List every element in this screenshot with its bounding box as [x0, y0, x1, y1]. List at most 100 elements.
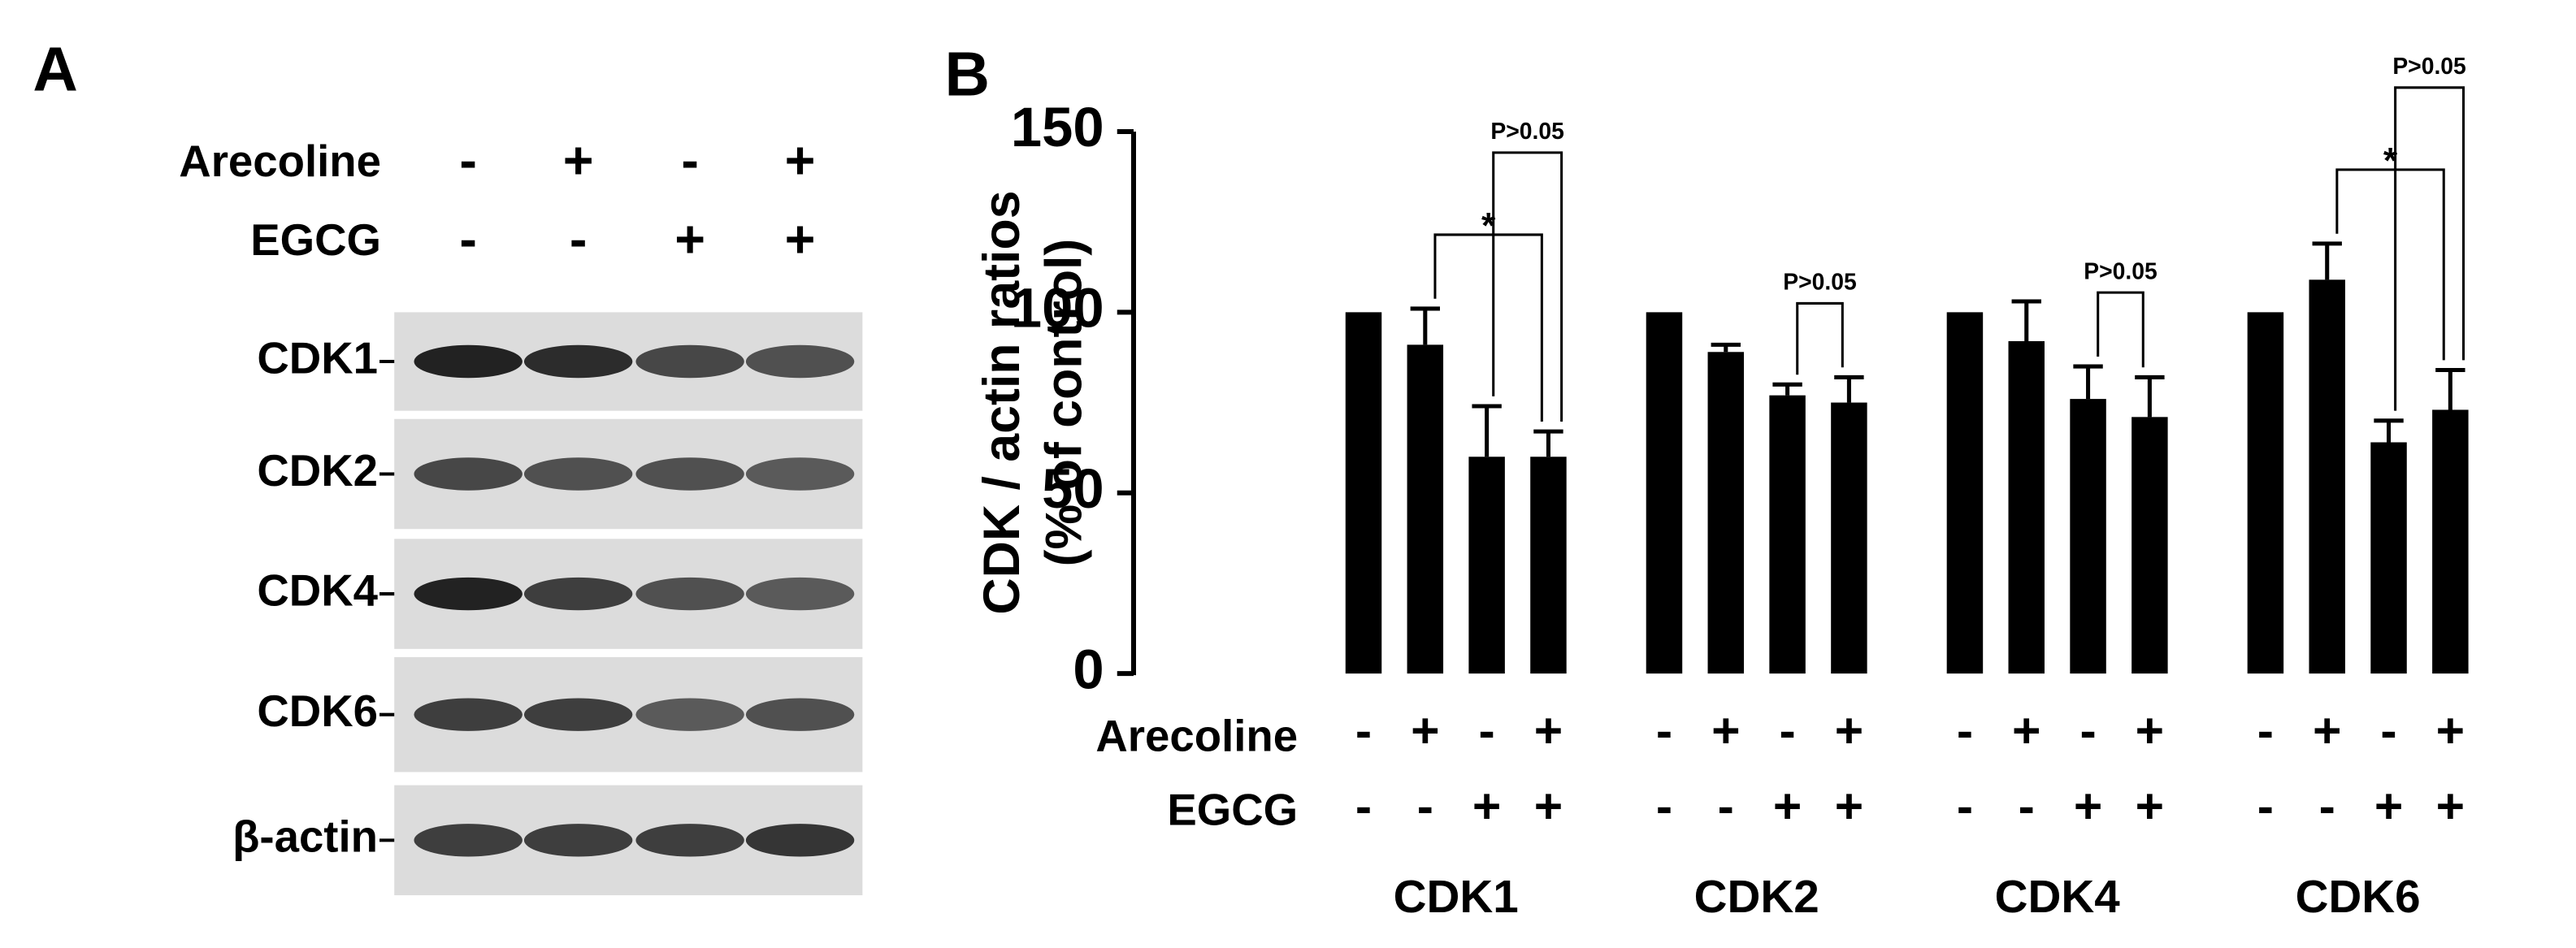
blot-band: [745, 457, 855, 491]
blot-band: [635, 698, 744, 731]
condition-sign: +: [1773, 778, 1802, 833]
significance-bracket: [1796, 301, 1844, 375]
significance-bracket: [2394, 86, 2465, 411]
bar: [1407, 344, 1444, 674]
blot-band: [523, 344, 633, 379]
bar: [1831, 402, 1867, 674]
bar: [2131, 417, 2168, 674]
bar: [1646, 312, 1683, 674]
condition-sign: -: [1417, 778, 1433, 833]
blot-label: CDK2: [257, 446, 378, 496]
condition-sign: +: [1411, 703, 1439, 758]
condition-sign: +: [1534, 778, 1563, 833]
blot-band: [635, 577, 744, 611]
condition-sign: -: [1957, 778, 1973, 833]
y-tick-label: 0: [1073, 638, 1104, 700]
bar: [2309, 279, 2345, 674]
bar: [2432, 409, 2469, 674]
significance-label: P>0.05: [1783, 269, 1856, 295]
condition-sign: -: [2319, 778, 2335, 833]
condition-sign: -: [2257, 703, 2274, 758]
condition-sign: -: [2079, 703, 2096, 758]
condition-sign: +: [2313, 703, 2341, 758]
blot-band: [414, 698, 523, 731]
blot-band: [414, 344, 523, 379]
condition-sign: +: [1835, 778, 1863, 833]
treatment-sign: -: [681, 131, 699, 190]
significance-label: P>0.05: [1490, 118, 1563, 144]
treatment-sign: +: [785, 210, 816, 269]
treatment-sign: +: [785, 131, 816, 190]
condition-sign: -: [2019, 778, 2035, 833]
condition-sign: -: [1355, 778, 1372, 833]
condition-sign: +: [1835, 703, 1863, 758]
condition-sign: -: [1479, 703, 1495, 758]
bar: [1707, 352, 1745, 674]
blot-label: CDK6: [257, 686, 378, 736]
condition-sign: +: [2436, 703, 2465, 758]
panel-label: A: [33, 35, 77, 105]
treatment-sign: +: [563, 131, 594, 190]
treatment-label: EGCG: [250, 215, 381, 265]
significance-label: P>0.05: [2392, 53, 2465, 79]
treatment-sign: +: [674, 210, 705, 269]
blot-label: CDK4: [257, 566, 378, 616]
blot-label: β-actin: [232, 812, 378, 862]
group-label: CDK4: [1995, 871, 2121, 922]
group-label: CDK2: [1694, 871, 1819, 922]
significance-bracket: [2097, 291, 2144, 368]
blot-band: [523, 457, 633, 491]
group-label: CDK6: [2296, 871, 2421, 922]
blot-band: [745, 344, 855, 379]
treatment-sign: -: [570, 210, 588, 269]
blot-band: [414, 577, 523, 611]
blot-band: [414, 824, 523, 857]
condition-sign: -: [1656, 703, 1672, 758]
group-label: CDK1: [1394, 871, 1519, 922]
y-tick-label: 50: [1042, 457, 1104, 520]
y-axis-title: (% of control): [1036, 239, 1093, 567]
bar: [2008, 340, 2045, 674]
blot-band: [635, 457, 744, 491]
y-tick-label: 150: [1011, 96, 1104, 158]
condition-sign: +: [2074, 778, 2102, 833]
condition-label: Arecoline: [1095, 711, 1298, 760]
blot-band: [523, 824, 633, 857]
condition-sign: +: [1711, 703, 1740, 758]
condition-sign: +: [1472, 778, 1501, 833]
treatment-label: Arecoline: [179, 136, 381, 186]
blot-band: [523, 698, 633, 731]
blot-band: [745, 824, 855, 857]
bar: [1769, 395, 1806, 674]
treatment-sign: -: [459, 131, 477, 190]
y-tick-label: 100: [1011, 277, 1104, 340]
bar: [2070, 399, 2106, 674]
blot-band: [635, 344, 744, 379]
bar: [2247, 312, 2284, 674]
significance-bracket: [1433, 233, 1543, 422]
bar: [1345, 312, 1382, 674]
condition-sign: -: [1957, 703, 1973, 758]
bar: [2370, 442, 2407, 674]
condition-sign: +: [2374, 778, 2403, 833]
condition-sign: +: [2136, 703, 2164, 758]
condition-sign: +: [2436, 778, 2465, 833]
y-axis-title: CDK / actin ratios: [974, 190, 1030, 614]
significance-bracket: [2335, 168, 2445, 361]
significance-label: P>0.05: [2084, 258, 2157, 284]
condition-sign: -: [1718, 778, 1734, 833]
bar: [1946, 312, 1984, 674]
condition-sign: +: [2012, 703, 2040, 758]
bar: [1530, 457, 1567, 674]
condition-sign: +: [1534, 703, 1563, 758]
significance-bracket: [1492, 151, 1563, 422]
condition-sign: -: [1779, 703, 1795, 758]
blot-band: [745, 698, 855, 731]
condition-sign: -: [2380, 703, 2396, 758]
bar: [1468, 457, 1505, 674]
blot-band: [745, 577, 855, 611]
blot-band: [635, 824, 744, 857]
panel-label: B: [944, 40, 989, 110]
